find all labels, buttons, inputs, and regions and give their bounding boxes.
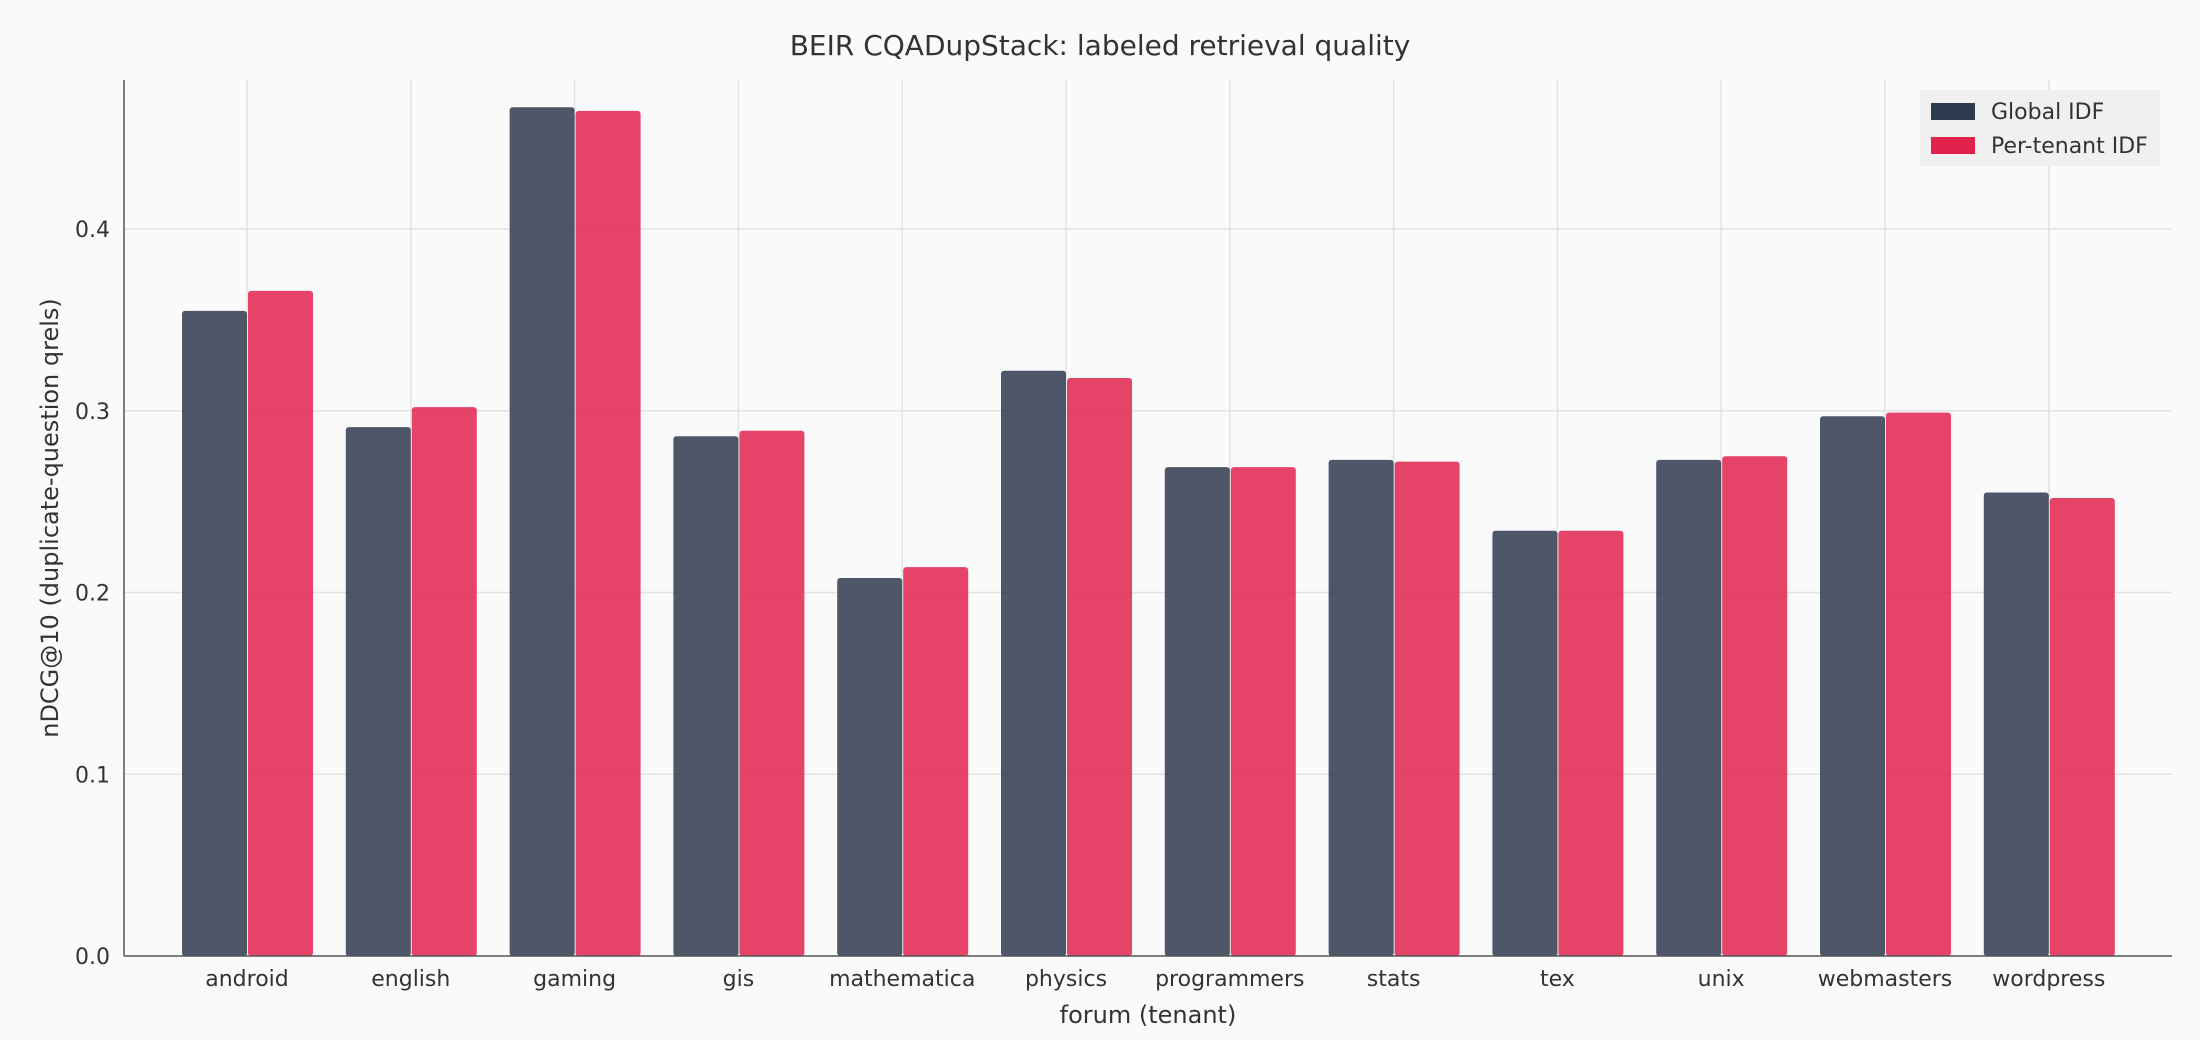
y-axis-label: nDCG@10 (duplicate-question qrels) (36, 298, 64, 738)
chart-title: BEIR CQADupStack: labeled retrieval qual… (790, 29, 1411, 62)
x-tick-label-wordpress: wordpress (1992, 967, 2105, 992)
bar-per-tenant-idf-tex (1558, 530, 1624, 956)
bar-global-idf-stats (1328, 459, 1394, 956)
bar-per-tenant-idf-android (248, 290, 313, 957)
bar-per-tenant-idf-gaming (575, 110, 641, 957)
bar-per-tenant-idf-wordpress (2049, 498, 2115, 956)
x-tick-label-stats: stats (1367, 967, 1421, 992)
x-tick-label-mathematica: mathematica (829, 967, 975, 992)
bar-global-idf-tex (1492, 530, 1558, 956)
bar-global-idf-wordpress (1983, 492, 2049, 956)
bar-per-tenant-idf-physics (1067, 378, 1132, 956)
legend-label-global-idf: Global IDF (1991, 100, 2104, 125)
x-tick-label-physics: physics (1025, 967, 1107, 992)
y-tick-label: 0.1 (75, 763, 110, 788)
bar-global-idf-gaming (509, 107, 575, 956)
y-tick-label: 0.3 (75, 400, 110, 425)
bars (182, 107, 2115, 957)
bar-global-idf-programmers (1164, 467, 1230, 956)
y-tick-label: 0.4 (75, 218, 110, 243)
x-tick-label-tex: tex (1540, 967, 1575, 992)
y-ticks: 0.0 0.1 0.2 0.3 0.4 (75, 218, 110, 970)
bar-per-tenant-idf-programmers (1230, 467, 1296, 956)
bar-global-idf-unix (1656, 459, 1722, 956)
bar-global-idf-english (345, 427, 411, 956)
x-axis-label: forum (tenant) (1060, 1001, 1237, 1029)
x-tick-label-programmers: programmers (1155, 967, 1304, 992)
y-tick-label: 0.0 (75, 945, 110, 970)
bar-per-tenant-idf-unix (1722, 456, 1788, 956)
bar-global-idf-android (182, 310, 247, 957)
bar-global-idf-mathematica (837, 577, 903, 956)
legend-swatch-per-tenant-idf (1931, 137, 1975, 154)
bar-global-idf-physics (1001, 370, 1066, 956)
x-ticks: android english gaming gis mathematica physic… (205, 967, 2105, 992)
bar-per-tenant-idf-gis (739, 430, 805, 956)
bar-per-tenant-idf-stats (1394, 461, 1460, 956)
x-tick-label-webmasters: webmasters (1818, 967, 1953, 992)
x-tick-label-gis: gis (723, 967, 755, 992)
bar-per-tenant-idf-webmasters (1886, 412, 1951, 956)
x-tick-label-english: english (371, 967, 450, 992)
x-tick-label-gaming: gaming (533, 967, 616, 992)
legend-swatch-global-idf (1931, 103, 1975, 120)
legend: Global IDF Per-tenant IDF (1920, 90, 2160, 166)
x-tick-label-unix: unix (1698, 967, 1745, 992)
x-tick-label-android: android (205, 967, 289, 992)
bar-global-idf-gis (673, 436, 739, 956)
bar-per-tenant-idf-english (411, 407, 477, 956)
legend-label-per-tenant-idf: Per-tenant IDF (1991, 134, 2148, 159)
bar-global-idf-webmasters (1820, 416, 1885, 956)
y-tick-label: 0.2 (75, 582, 110, 607)
bar-per-tenant-idf-mathematica (903, 567, 969, 956)
